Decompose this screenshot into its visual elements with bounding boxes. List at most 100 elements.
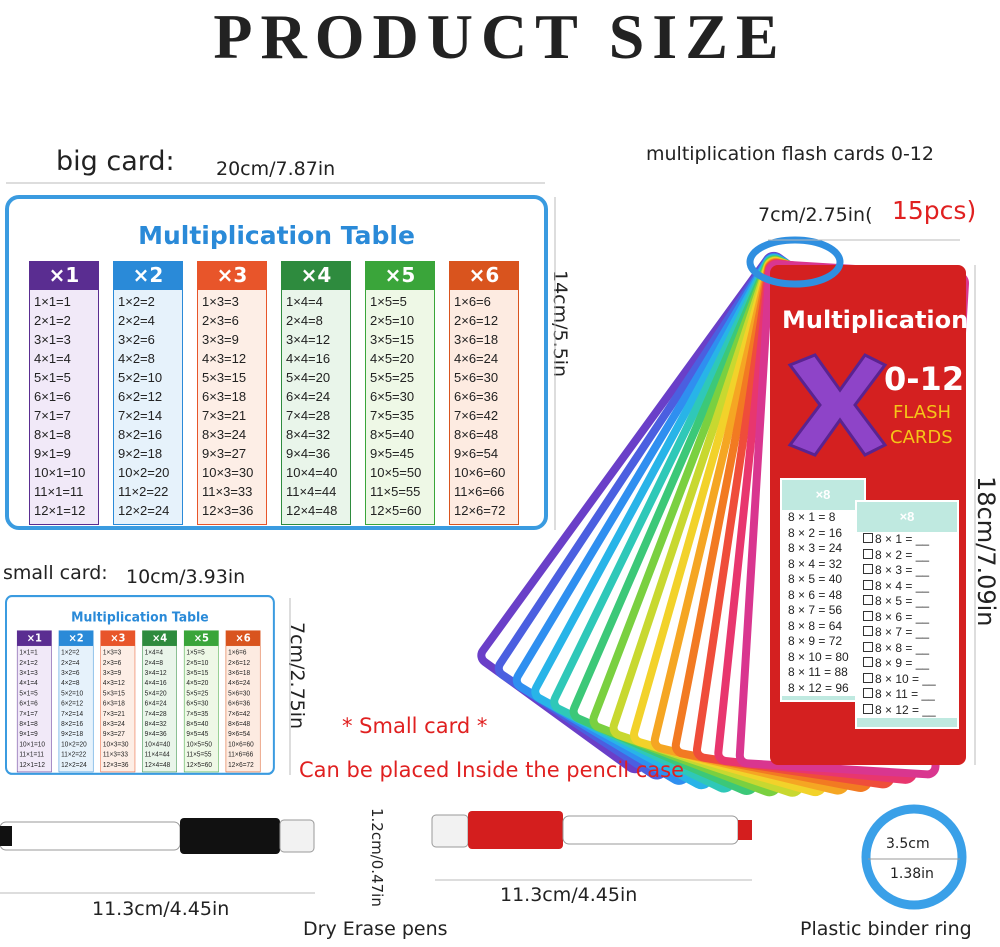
card-title: Multiplication Table	[138, 221, 415, 250]
row-text: 8 × 6 = __	[875, 609, 930, 624]
table-cell: 9×2=18	[61, 729, 84, 738]
table-card: Multiplication Table ×1 1×1=1 2×1=2 3×1=3 4×1…	[5, 595, 275, 775]
row-text: 8 × 10 = 80	[788, 649, 849, 664]
column-header: ×5	[365, 261, 435, 289]
flash-range: 0-12	[884, 360, 965, 398]
column-body: 1×1=1 2×1=2 3×1=3 4×1=4 5×1=5 6×1=6 7×1=7 8×1=8…	[16, 645, 52, 773]
column-header: ×3	[100, 630, 136, 646]
table-cell: 5×5=25	[370, 370, 415, 385]
column-header: ×5	[183, 630, 219, 646]
table-cell: 10×2=20	[118, 465, 170, 480]
column-header: ×1	[29, 261, 99, 289]
column-body: 1×6=6 2×6=12 3×6=18 4×6=24 5×6=30 6×6=36 7×6=4…	[225, 645, 261, 773]
checkbox	[863, 626, 873, 636]
table-cell: 11×3=33	[202, 484, 253, 499]
column-body: 1×3=3 2×3=6 3×3=9 4×3=12 5×3=15 6×3=18 7×3=21 8…	[197, 289, 267, 525]
table-cell: 7×2=14	[118, 408, 163, 423]
card-row: 8 × 5 = 40	[782, 572, 864, 588]
checkbox	[863, 564, 873, 574]
table-cell: 4×2=8	[61, 678, 80, 687]
table-cell: 3×5=15	[370, 332, 415, 347]
table-cell: 10×1=10	[19, 739, 45, 749]
card-row: 8 × 3 = __	[857, 563, 957, 579]
table-cell: 11×4=44	[144, 750, 170, 759]
card-row: 8 × 11 = 88	[782, 665, 864, 681]
table-cell: 9×4=36	[144, 729, 167, 738]
table-cell: 7×6=42	[454, 408, 499, 423]
big-card-width: 20cm/7.87in	[216, 158, 336, 180]
table-cell: 10×6=60	[454, 465, 506, 480]
row-text: 8 × 7 = __	[875, 625, 930, 639]
card-row: 8 × 1 = 8	[782, 510, 864, 526]
column-body: 1×4=4 2×4=8 3×4=12 4×4=16 5×4=20 6×4=24 7×4=28…	[142, 645, 177, 773]
card-row: 8 × 12 = 96	[782, 680, 864, 696]
table-cell: 12×1=12	[34, 503, 86, 518]
binder-ring	[861, 804, 967, 910]
table-cell: 12×6=72	[228, 760, 254, 769]
table-cell: 4×5=20	[370, 351, 415, 366]
column-header: ×6	[225, 630, 261, 646]
column-body: 1×5=5 2×5=10 3×5=15 4×5=20 5×5=25 6×5=30 7×5=3…	[365, 289, 435, 525]
card-row: 8 × 7 = __	[857, 625, 957, 641]
table-cell: 1×1=1	[34, 294, 71, 309]
flash-caption: multiplication flash cards 0-12	[646, 143, 934, 165]
table-cell: 1×5=5	[370, 294, 407, 309]
column-header: ×2	[113, 261, 183, 289]
table-cell: 6×6=36	[454, 389, 499, 404]
table-cell: 6×3=18	[202, 389, 247, 404]
card-badge: ×8	[899, 509, 915, 524]
table-cell: 10×3=30	[202, 465, 254, 480]
card-row: 8 × 6 = __	[857, 609, 957, 625]
table-cell: 7×1=7	[19, 709, 38, 718]
checkbox	[863, 641, 873, 652]
flash-title: Multiplication	[782, 306, 969, 334]
table-cell: 2×2=4	[118, 313, 155, 328]
practice-card: ×8 8 × 1 = __ 8 × 2 = __ 8 × 3 = __ 8 × 4 = …	[855, 500, 959, 729]
checkbox	[863, 672, 873, 683]
column-header: ×1	[16, 630, 52, 646]
table-column: ×4 1×4=4 2×4=8 3×4=12 4×4=16 5×4=20 6×4=24 7×4=…	[142, 630, 177, 773]
table-cell: 2×1=2	[34, 313, 71, 328]
checkbox	[863, 533, 873, 543]
table-cell: 11×4=44	[286, 484, 337, 499]
row-text: 8 × 8 = __	[875, 640, 930, 655]
column-header: ×6	[449, 261, 519, 289]
table-cell: 9×6=54	[454, 446, 499, 461]
table-cell: 1×5=5	[186, 648, 205, 657]
card-row: 8 × 2 = __	[857, 547, 957, 563]
table-cell: 8×5=40	[370, 427, 415, 442]
table-cell: 10×4=40	[144, 739, 171, 749]
table-cell: 3×3=9	[202, 332, 239, 347]
row-text: 8 × 2 = 16	[788, 525, 843, 540]
card-row: 8 × 9 = __	[857, 656, 957, 672]
ring-diameter: 1.38in	[890, 866, 934, 882]
row-text: 8 × 5 = 40	[788, 572, 843, 586]
table-cell: 1×2=2	[61, 648, 80, 657]
checkbox	[863, 688, 873, 698]
table-cell: 3×2=6	[118, 332, 155, 347]
table-cell: 4×4=16	[144, 678, 167, 687]
row-text: 8 × 1 = 8	[788, 510, 836, 524]
ring-label: Plastic binder ring	[800, 918, 972, 940]
table-cell: 9×3=27	[102, 729, 125, 738]
pen-length: 11.3cm/4.45in	[92, 898, 230, 920]
checkbox	[863, 657, 873, 667]
flash-subtitle: CARDS	[890, 427, 953, 448]
card-row: 8 × 12 = __	[857, 702, 957, 718]
table-column: ×2 1×2=2 2×2=4 3×2=6 4×2=8 5×2=10 6×2=12 7×2=14…	[113, 261, 183, 525]
table-cell: 11×3=33	[102, 750, 128, 759]
table-cell: 12×2=24	[61, 760, 87, 769]
table-cell: 2×4=8	[286, 313, 323, 328]
page-title: PRODUCT SIZE	[213, 1, 787, 72]
row-text: 8 × 6 = 48	[788, 587, 843, 602]
table-cell: 4×4=16	[286, 351, 331, 366]
pen-label: Dry Erase pens	[303, 918, 448, 940]
table-cell: 5×6=30	[454, 370, 499, 385]
table-cell: 11×5=55	[370, 484, 421, 499]
table-cell: 4×6=24	[228, 678, 251, 687]
table-cell: 10×1=10	[34, 465, 86, 480]
table-cell: 5×4=20	[286, 370, 331, 385]
table-cell: 11×6=66	[228, 750, 254, 759]
table-cell: 3×5=15	[186, 668, 209, 677]
table-cell: 6×4=24	[286, 389, 331, 404]
